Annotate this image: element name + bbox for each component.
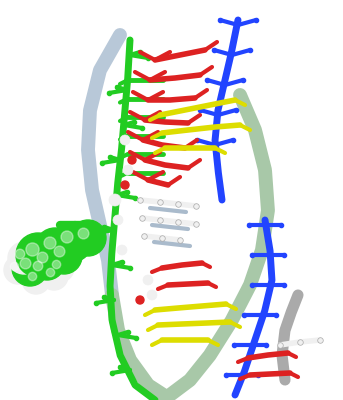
Circle shape <box>33 261 43 271</box>
Circle shape <box>109 194 121 206</box>
Circle shape <box>15 249 25 259</box>
Circle shape <box>26 254 58 286</box>
Circle shape <box>26 243 39 256</box>
Circle shape <box>10 262 19 271</box>
Circle shape <box>123 165 133 175</box>
Circle shape <box>28 272 37 281</box>
Circle shape <box>113 215 123 225</box>
Circle shape <box>46 254 74 282</box>
Circle shape <box>46 268 55 277</box>
Circle shape <box>20 258 31 269</box>
Circle shape <box>136 296 144 304</box>
Circle shape <box>46 238 82 274</box>
Circle shape <box>40 262 68 290</box>
Circle shape <box>8 242 40 274</box>
Circle shape <box>61 231 73 243</box>
Circle shape <box>4 256 32 284</box>
Circle shape <box>16 233 60 277</box>
Circle shape <box>29 244 65 280</box>
Circle shape <box>54 246 65 257</box>
Circle shape <box>44 237 56 249</box>
Circle shape <box>78 228 89 239</box>
Circle shape <box>12 250 48 286</box>
Circle shape <box>143 275 153 285</box>
Circle shape <box>120 135 130 145</box>
Circle shape <box>70 220 106 256</box>
Circle shape <box>128 156 136 164</box>
Circle shape <box>121 181 129 189</box>
Circle shape <box>35 228 75 268</box>
Circle shape <box>52 260 61 269</box>
Circle shape <box>52 222 92 262</box>
Circle shape <box>147 290 157 300</box>
Circle shape <box>117 245 127 255</box>
Circle shape <box>37 252 48 263</box>
Circle shape <box>22 266 50 294</box>
